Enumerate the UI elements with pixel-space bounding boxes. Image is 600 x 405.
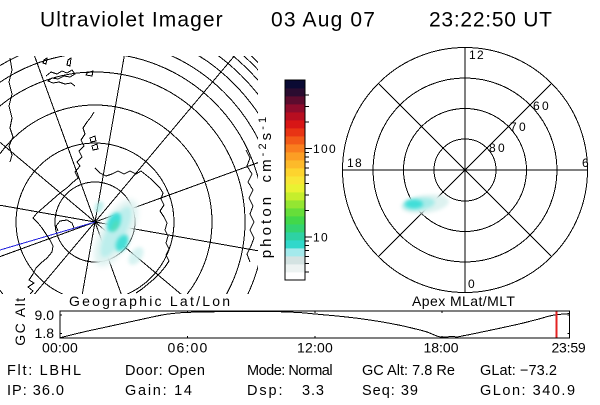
svg-text:Geographic Lat/Lon: Geographic Lat/Lon <box>69 293 232 309</box>
svg-text:12:00: 12:00 <box>297 340 333 356</box>
svg-text:GC Alt: 7.8 Re: GC Alt: 7.8 Re <box>362 363 455 379</box>
svg-text:Apex MLat/MLT: Apex MLat/MLT <box>412 293 515 309</box>
svg-text:18:00: 18:00 <box>423 340 458 356</box>
svg-text:100: 100 <box>313 142 337 156</box>
svg-text:photon cm-2s-1: photon cm-2s-1 <box>257 114 275 259</box>
svg-text:1.8: 1.8 <box>35 325 55 341</box>
svg-text:9.0: 9.0 <box>35 307 55 323</box>
svg-text:Gain: 14: Gain: 14 <box>125 383 194 399</box>
svg-text:Dsp:: Dsp: <box>247 383 284 399</box>
svg-text:23:22:50 UT: 23:22:50 UT <box>429 9 553 32</box>
svg-text:60: 60 <box>533 99 551 113</box>
svg-text:18: 18 <box>347 156 363 170</box>
svg-text:GC Alt: GC Alt <box>12 296 28 345</box>
svg-text:70: 70 <box>510 120 528 134</box>
svg-text:Ultraviolet Imager: Ultraviolet Imager <box>40 9 224 32</box>
svg-text:3.3: 3.3 <box>302 383 325 399</box>
svg-text:0: 0 <box>468 277 476 291</box>
svg-text:Door: Open: Door: Open <box>125 363 206 379</box>
svg-text:6: 6 <box>582 156 590 170</box>
svg-text:00:00: 00:00 <box>42 340 78 356</box>
svg-text:23:59: 23:59 <box>551 340 585 356</box>
svg-text:GLat: −73.2: GLat: −73.2 <box>480 363 557 379</box>
svg-text:GLon: 340.9: GLon: 340.9 <box>480 383 577 399</box>
svg-text:Seq: 39: Seq: 39 <box>362 383 419 399</box>
svg-text:Mode: Normal: Mode: Normal <box>247 363 332 379</box>
svg-text:03 Aug 07: 03 Aug 07 <box>271 9 376 32</box>
svg-text:Flt: LBHL: Flt: LBHL <box>7 363 83 379</box>
svg-text:80: 80 <box>489 141 507 155</box>
svg-text:IP: 36.0: IP: 36.0 <box>7 383 65 399</box>
svg-text:06:00: 06:00 <box>167 340 208 356</box>
svg-text:10: 10 <box>313 231 329 245</box>
svg-text:12: 12 <box>469 48 485 62</box>
